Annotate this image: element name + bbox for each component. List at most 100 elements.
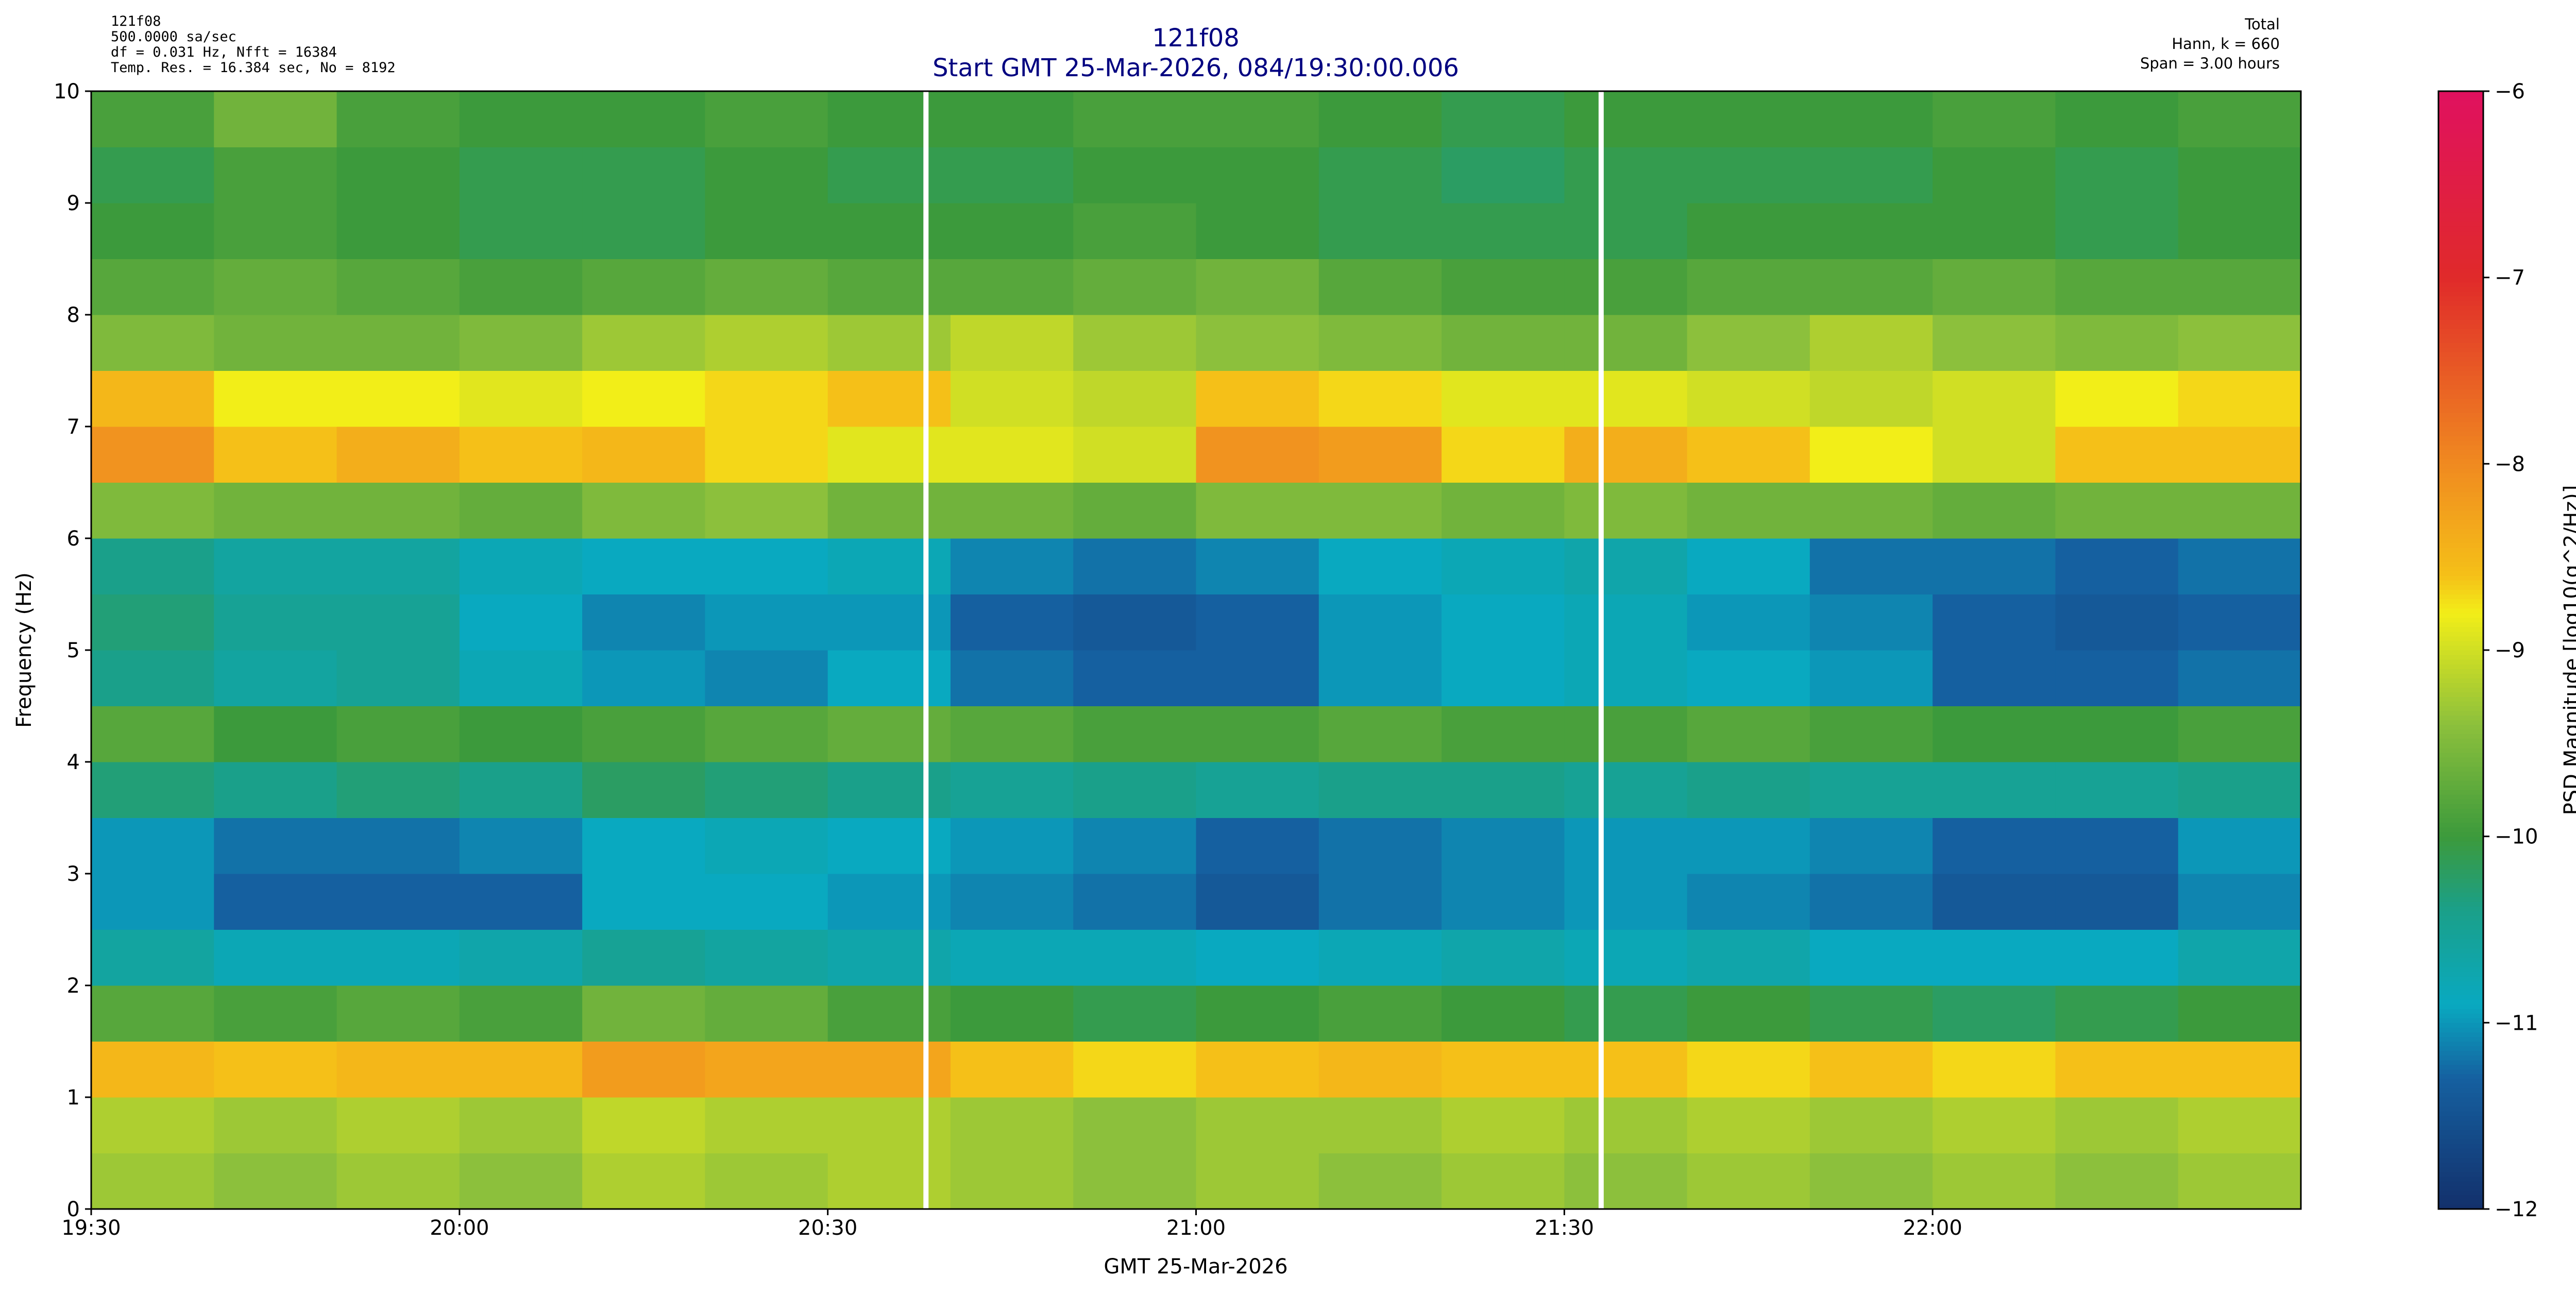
colorbar-cell	[2438, 841, 2483, 846]
heatmap-cell	[336, 91, 460, 147]
colorbar-cell	[2438, 1111, 2483, 1116]
colorbar-cell	[2438, 366, 2483, 371]
heatmap-cell	[1933, 427, 2056, 483]
heatmap-cell	[1318, 874, 1442, 930]
colorbar-cell	[2438, 324, 2483, 329]
colorbar-cell	[2438, 585, 2483, 590]
colorbar-cell	[2438, 673, 2483, 678]
heatmap-cell	[1442, 762, 1565, 818]
heatmap-cell	[214, 762, 337, 818]
y-tick-label: 1	[67, 1086, 80, 1110]
heatmap-cell	[2178, 762, 2301, 818]
colorbar-cell	[2438, 599, 2483, 604]
heatmap-cell	[1442, 985, 1565, 1042]
colorbar-cell	[2438, 147, 2483, 152]
colorbar-cell	[2438, 1055, 2483, 1061]
colorbar-cell	[2438, 398, 2483, 404]
heatmap-cell	[827, 91, 951, 147]
heatmap-cell	[214, 650, 337, 706]
heatmap-cell	[1318, 1041, 1442, 1098]
heatmap-cell	[1073, 706, 1196, 762]
colorbar-cell	[2438, 729, 2483, 735]
heatmap-cell	[459, 427, 583, 483]
colorbar-cell	[2438, 189, 2483, 194]
colorbar-cell	[2438, 296, 2483, 301]
colorbar-cell	[2438, 487, 2483, 492]
colorbar-cell	[2438, 790, 2483, 795]
heatmap-cell	[2055, 929, 2179, 986]
colorbar-cell	[2438, 156, 2483, 162]
heatmap-cell	[1687, 762, 1810, 818]
heatmap-cell	[582, 147, 705, 203]
y-tick-label: 7	[67, 415, 80, 439]
heatmap-cell	[1809, 482, 1933, 539]
heatmap-cell	[705, 650, 828, 706]
heatmap-cell	[827, 1153, 951, 1210]
heatmap-cell	[1196, 929, 1319, 986]
heatmap-cell	[1809, 706, 1933, 762]
colorbar-cell	[2438, 1069, 2483, 1075]
colorbar-cell	[2438, 412, 2483, 418]
heatmap-cell	[1073, 1097, 1196, 1153]
colorbar-cell	[2438, 208, 2483, 213]
colorbar-cell	[2438, 1060, 2483, 1065]
heatmap-cell	[336, 315, 460, 371]
colorbar-cell	[2438, 254, 2483, 260]
heatmap-cell	[582, 706, 705, 762]
heatmap-cell	[1564, 1153, 1688, 1210]
colorbar-cell	[2438, 687, 2483, 692]
heatmap-cell	[1318, 427, 1442, 483]
colorbar-cell	[2438, 454, 2483, 459]
heatmap-cell	[582, 370, 705, 427]
heatmap-cell	[1196, 650, 1319, 706]
heatmap-cell	[214, 1097, 337, 1153]
colorbar-cell	[2438, 738, 2483, 744]
colorbar-cell	[2438, 1157, 2483, 1163]
colorbar-cell	[2438, 436, 2483, 441]
heatmap-cell	[1073, 594, 1196, 651]
heatmap-cell	[459, 650, 583, 706]
y-tick-label: 2	[67, 974, 80, 998]
colorbar-cell	[2438, 1171, 2483, 1177]
colorbar-cell	[2438, 1144, 2483, 1149]
heatmap-cell	[2178, 706, 2301, 762]
colorbar-cell	[2438, 356, 2483, 362]
heatmap-cell	[705, 929, 828, 986]
heatmap-cell	[705, 91, 828, 147]
heatmap-cell	[582, 929, 705, 986]
y-tick-label: 4	[67, 751, 80, 774]
colorbar-cell	[2438, 259, 2483, 264]
heatmap-cell	[214, 706, 337, 762]
heatmap-cell	[1933, 259, 2056, 315]
heatmap-cell	[2178, 259, 2301, 315]
heatmap-cell	[2055, 147, 2179, 203]
heatmap-cell	[1687, 91, 1810, 147]
heatmap-cell	[1442, 1041, 1565, 1098]
heatmap-cell	[1933, 874, 2056, 930]
heatmap-cell	[2055, 818, 2179, 874]
colorbar-cell	[2438, 468, 2483, 474]
colorbar-cell	[2438, 878, 2483, 883]
heatmap-cell	[1564, 259, 1688, 315]
y-axis-label: Frequency (Hz)	[12, 572, 36, 728]
colorbar-cell	[2438, 813, 2483, 819]
heatmap-cell	[2178, 1153, 2301, 1210]
heatmap-cell	[1318, 985, 1442, 1042]
colorbar-cell	[2438, 333, 2483, 338]
colorbar-cell	[2438, 501, 2483, 506]
colorbar-cell	[2438, 1004, 2483, 1009]
colorbar-cell	[2438, 375, 2483, 381]
heatmap-cell	[1564, 482, 1688, 539]
colorbar-cell	[2438, 608, 2483, 614]
colorbar-cell	[2438, 1106, 2483, 1112]
heatmap-cell	[336, 1041, 460, 1098]
heatmap-cell	[1318, 482, 1442, 539]
heatmap-cell	[582, 315, 705, 371]
colorbar-cell	[2438, 338, 2483, 343]
colorbar-cell	[2438, 524, 2483, 530]
colorbar-cell	[2438, 478, 2483, 483]
heatmap-cell	[91, 706, 214, 762]
heatmap-cell	[1442, 929, 1565, 986]
colorbar-cell	[2438, 142, 2483, 148]
heatmap-cell	[2055, 874, 2179, 930]
